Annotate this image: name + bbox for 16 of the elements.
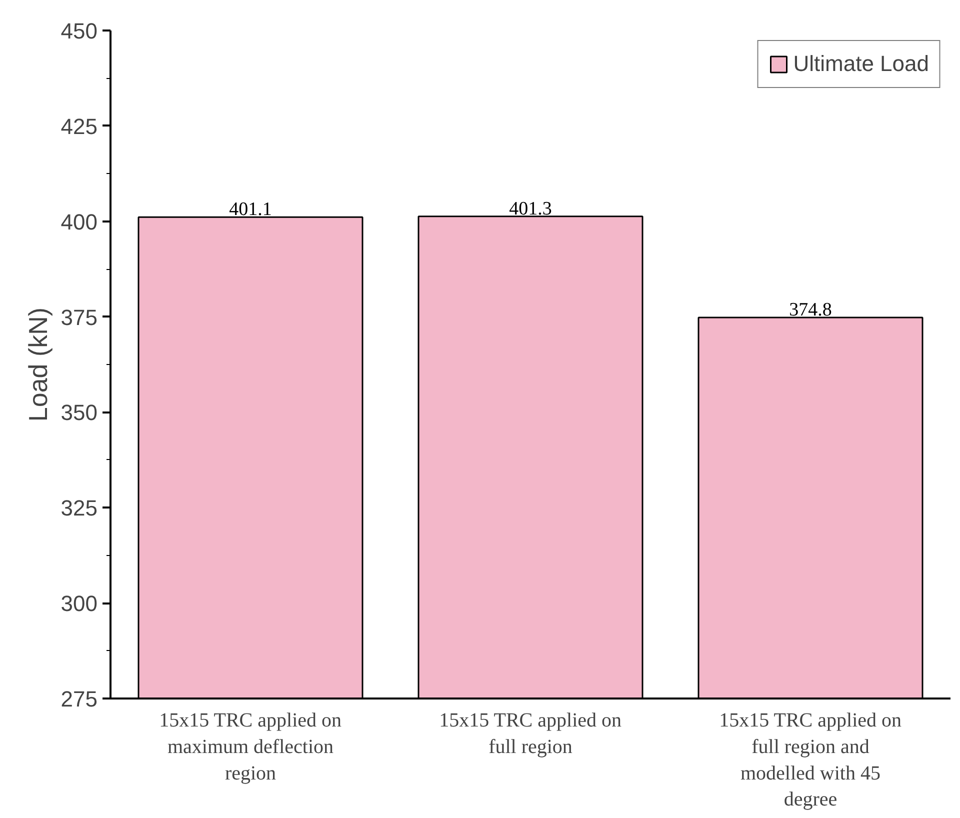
legend-label: Ultimate Load	[793, 51, 929, 77]
y-tick-label: 425	[60, 114, 98, 139]
y-axis-title: Load (kN)	[22, 307, 53, 422]
data-label: 374.8	[789, 300, 832, 321]
y-tick-label: 400	[60, 209, 98, 234]
y-tick-label: 350	[60, 400, 98, 426]
x-tick-label: 15x15 TRC applied on full region and modelled with 45 degree	[719, 710, 902, 811]
y-tick-label: 300	[60, 591, 98, 616]
data-label: 401.3	[509, 198, 552, 220]
y-tick-label: 325	[60, 496, 98, 521]
x-tick-label: 15x15 TRC applied on maximum deflection region	[159, 710, 342, 784]
y-tick-label: 275	[60, 686, 98, 712]
x-tick-label: 15x15 TRC applied on full region	[439, 710, 622, 758]
data-label: 401.1	[229, 199, 272, 220]
y-tick-label: 375	[60, 304, 98, 330]
y-tick-label: 450	[60, 18, 98, 44]
